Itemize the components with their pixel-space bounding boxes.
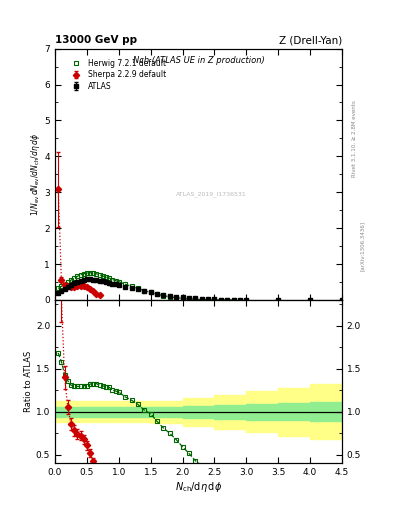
- Y-axis label: Ratio to ATLAS: Ratio to ATLAS: [24, 351, 33, 412]
- Herwig 7.2.1 default: [199, 296, 204, 303]
- Herwig 7.2.1 default: [193, 296, 198, 303]
- Herwig 7.2.1 default: [225, 297, 230, 303]
- Herwig 7.2.1 default: [62, 282, 67, 288]
- Herwig 7.2.1 default: [161, 292, 166, 298]
- Text: Z (Drell-Yan): Z (Drell-Yan): [279, 35, 342, 45]
- Herwig 7.2.1 default: [206, 296, 210, 303]
- Text: ATLAS_2019_I1736531: ATLAS_2019_I1736531: [176, 191, 246, 197]
- Y-axis label: $1/N_{\rm ev}\,dN_{\rm ev}/dN_{\rm ch}/d\eta\,d\phi$: $1/N_{\rm ev}\,dN_{\rm ev}/dN_{\rm ch}/d…: [29, 133, 42, 216]
- Legend: Herwig 7.2.1 default, Sherpa 2.2.9 default, ATLAS: Herwig 7.2.1 default, Sherpa 2.2.9 defau…: [64, 57, 168, 92]
- Herwig 7.2.1 default: [75, 273, 80, 280]
- Herwig 7.2.1 default: [174, 294, 178, 301]
- Text: 13000 GeV pp: 13000 GeV pp: [55, 35, 137, 45]
- Text: [arXiv:1306.3436]: [arXiv:1306.3436]: [360, 221, 365, 271]
- Herwig 7.2.1 default: [104, 274, 108, 280]
- Herwig 7.2.1 default: [116, 279, 121, 285]
- Herwig 7.2.1 default: [72, 275, 77, 281]
- Line: Herwig 7.2.1 default: Herwig 7.2.1 default: [56, 270, 236, 302]
- Text: Rivet 3.1.10, ≥ 2.8M events: Rivet 3.1.10, ≥ 2.8M events: [352, 100, 357, 177]
- Herwig 7.2.1 default: [59, 283, 64, 289]
- Herwig 7.2.1 default: [84, 270, 89, 276]
- Herwig 7.2.1 default: [56, 285, 61, 291]
- Text: Nch (ATLAS UE in Z production): Nch (ATLAS UE in Z production): [132, 56, 264, 65]
- Herwig 7.2.1 default: [65, 280, 70, 286]
- Herwig 7.2.1 default: [123, 281, 127, 287]
- Herwig 7.2.1 default: [219, 297, 223, 303]
- Herwig 7.2.1 default: [187, 296, 191, 302]
- Herwig 7.2.1 default: [97, 272, 102, 278]
- Herwig 7.2.1 default: [91, 270, 95, 276]
- Herwig 7.2.1 default: [180, 295, 185, 302]
- Herwig 7.2.1 default: [94, 271, 99, 277]
- Herwig 7.2.1 default: [88, 270, 92, 276]
- Herwig 7.2.1 default: [142, 288, 147, 294]
- Herwig 7.2.1 default: [155, 291, 160, 297]
- Herwig 7.2.1 default: [231, 297, 236, 303]
- Herwig 7.2.1 default: [129, 283, 134, 289]
- Herwig 7.2.1 default: [136, 285, 140, 291]
- Herwig 7.2.1 default: [113, 278, 118, 284]
- Herwig 7.2.1 default: [107, 275, 112, 281]
- Herwig 7.2.1 default: [69, 277, 73, 283]
- Herwig 7.2.1 default: [167, 294, 172, 300]
- Herwig 7.2.1 default: [212, 297, 217, 303]
- X-axis label: $N_{\rm ch}/{\rm d}\eta\,{\rm d}\phi$: $N_{\rm ch}/{\rm d}\eta\,{\rm d}\phi$: [175, 480, 222, 494]
- Herwig 7.2.1 default: [101, 273, 105, 279]
- Herwig 7.2.1 default: [81, 271, 86, 277]
- Herwig 7.2.1 default: [110, 276, 115, 283]
- Herwig 7.2.1 default: [78, 272, 83, 278]
- Herwig 7.2.1 default: [148, 289, 153, 295]
